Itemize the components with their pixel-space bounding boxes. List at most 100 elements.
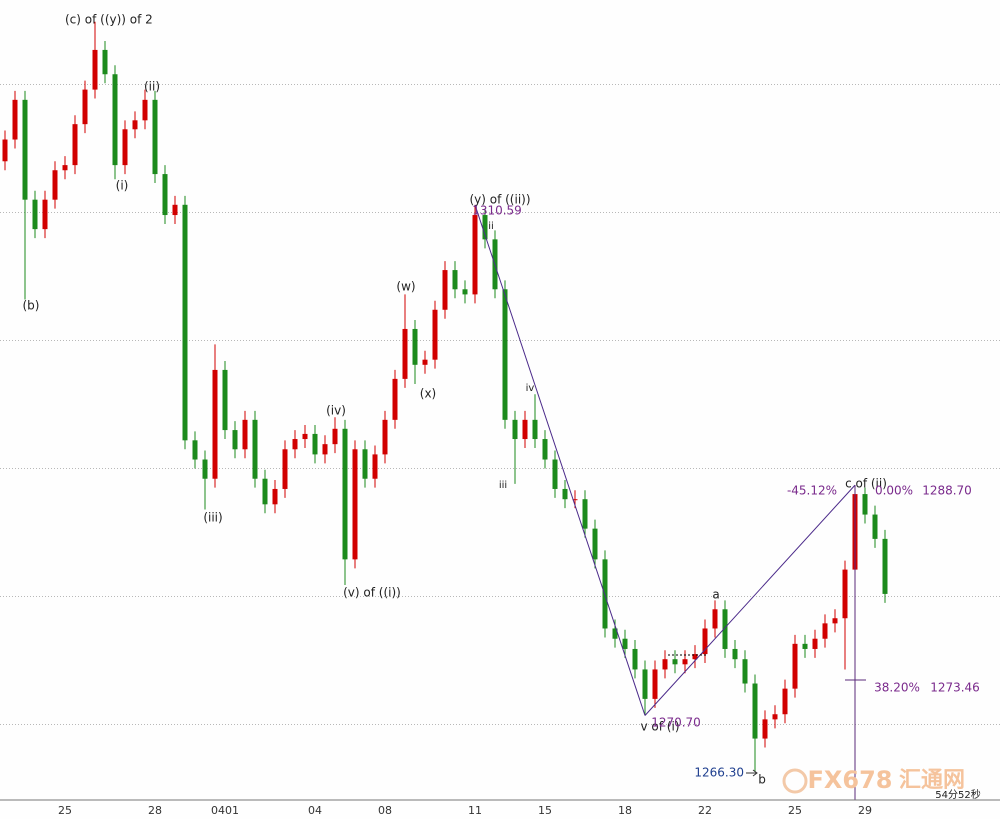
candle-body	[742, 659, 748, 684]
candle-body	[572, 499, 578, 501]
candle-body	[162, 174, 168, 216]
candle-body	[102, 49, 108, 75]
candle-body	[322, 444, 328, 455]
candle-body	[332, 428, 338, 445]
candle-body	[222, 369, 228, 431]
candle-body	[112, 74, 118, 166]
price-label: 1310.59	[472, 204, 522, 218]
candle-body	[762, 719, 768, 739]
x-tick-label: 0401	[211, 804, 239, 817]
candle-body	[232, 430, 238, 450]
candle-body	[182, 204, 188, 441]
annotation: (c) of ((y)) of 2	[65, 13, 153, 27]
candle-body	[152, 99, 158, 175]
candle-body	[682, 659, 688, 665]
candle-body	[242, 419, 248, 450]
annotation: (y) of ((ii))	[469, 193, 530, 207]
candle-body	[142, 99, 148, 121]
candle-body	[132, 120, 138, 130]
logo	[782, 768, 808, 794]
fib-label: 38.20%	[874, 681, 920, 695]
candle-body	[282, 449, 288, 489]
candle-body	[522, 419, 528, 440]
price-label: 1270.70	[651, 716, 701, 730]
candle-body	[752, 683, 758, 739]
candle-body	[62, 165, 68, 171]
candle-body	[352, 449, 358, 560]
candle-body	[582, 499, 588, 529]
price-label: 1266.30	[694, 766, 744, 780]
timer: 54分52秒	[935, 788, 980, 801]
candle-body	[702, 628, 708, 655]
fib-label: -45.12%	[787, 484, 837, 498]
candle-body	[472, 215, 478, 295]
candle-body	[362, 449, 368, 479]
candle-body	[212, 369, 218, 479]
candle-body	[442, 270, 448, 310]
x-tick-label: 15	[538, 804, 552, 817]
candle-body	[802, 643, 808, 649]
x-tick-label: 28	[148, 804, 162, 817]
candle-body	[882, 538, 888, 594]
candle-body	[202, 459, 208, 479]
annotation: (w)	[396, 280, 415, 294]
candle-body	[122, 129, 128, 166]
x-tick-label: 25	[58, 804, 72, 817]
candle-body	[652, 669, 658, 699]
annotation: (b)	[23, 299, 40, 313]
annotation: ii	[488, 221, 494, 232]
annotation: (v) of ((i))	[343, 586, 401, 600]
candle-body	[432, 309, 438, 360]
candle-body	[832, 618, 838, 624]
x-tick-label: 18	[618, 804, 632, 817]
x-tick-label: 11	[468, 804, 482, 817]
candle-body	[312, 433, 318, 455]
wave-line	[644, 484, 856, 716]
x-tick-label: 08	[378, 804, 392, 817]
arrow	[752, 769, 758, 777]
candle-body	[372, 454, 378, 479]
candle-body	[512, 419, 518, 440]
candle-body	[722, 609, 728, 649]
annotation: a	[712, 588, 719, 602]
candle-body	[42, 199, 48, 230]
candle-body	[692, 654, 698, 660]
candle-body	[82, 89, 88, 125]
annotation: (iii)	[203, 511, 222, 525]
candle-body	[542, 439, 548, 460]
candle-body	[342, 428, 348, 560]
candle-body	[792, 643, 798, 689]
candle-body	[612, 628, 618, 639]
annotation: b	[758, 773, 766, 787]
candle-body	[592, 528, 598, 560]
x-tick-label: 04	[308, 804, 322, 817]
annotation: (iv)	[326, 404, 346, 418]
candle-body	[272, 488, 278, 505]
candle-body	[72, 124, 78, 166]
candle-body	[632, 648, 638, 670]
annotation: (x)	[420, 387, 436, 401]
candle-body	[382, 419, 388, 455]
candle-body	[822, 623, 828, 639]
candle-body	[452, 270, 458, 290]
fib-label: 1288.70	[922, 484, 972, 498]
candle-body	[482, 215, 488, 240]
x-tick-label: 22	[698, 804, 712, 817]
annotation: c of (ii)	[845, 477, 887, 491]
wave-line	[474, 204, 646, 716]
candle-body	[812, 638, 818, 649]
annotation: iv	[526, 383, 535, 394]
candle-body	[52, 170, 58, 200]
candle-body	[712, 609, 718, 629]
candle-body	[262, 478, 268, 505]
candle-body	[92, 49, 98, 90]
candle-body	[552, 459, 558, 489]
candle-body	[422, 359, 428, 365]
candle-body	[732, 648, 738, 660]
candle-body	[672, 659, 678, 665]
fib-label: 1273.46	[930, 681, 980, 695]
annotation: (i)	[116, 179, 129, 193]
fib-label: 0.00%	[875, 484, 913, 498]
candle-body	[412, 328, 418, 365]
candle-body	[292, 439, 298, 450]
